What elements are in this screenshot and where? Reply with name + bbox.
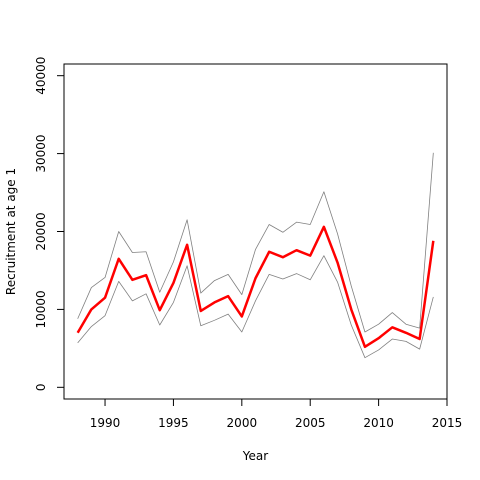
y-tick-label: 30000: [34, 134, 48, 172]
y-axis-label: Recruitment at age 1: [4, 168, 18, 295]
x-axis: 1990 1995 2000 2005 2010 2015: [90, 399, 463, 430]
lower-series-line: [77, 255, 434, 359]
x-tick-label: 2000: [227, 416, 258, 430]
upper-series-line: [77, 152, 434, 333]
x-tick-label: 1990: [90, 416, 121, 430]
x-tick-label: 2005: [295, 416, 326, 430]
estimate-series-line: [76, 225, 435, 349]
x-tick-label: 1995: [158, 416, 189, 430]
plot-frame: [63, 63, 448, 400]
y-tick-label: 10000: [34, 290, 48, 328]
y-tick-label: 20000: [34, 212, 48, 250]
y-tick-label: 40000: [34, 57, 48, 95]
x-tick-label: 2010: [363, 416, 394, 430]
series-layer: [76, 152, 435, 359]
x-tick-label: 2015: [432, 416, 463, 430]
y-tick-label: 0: [34, 383, 48, 391]
y-axis: 0 10000 20000 30000 40000: [34, 57, 64, 391]
x-axis-label: Year: [242, 449, 268, 463]
